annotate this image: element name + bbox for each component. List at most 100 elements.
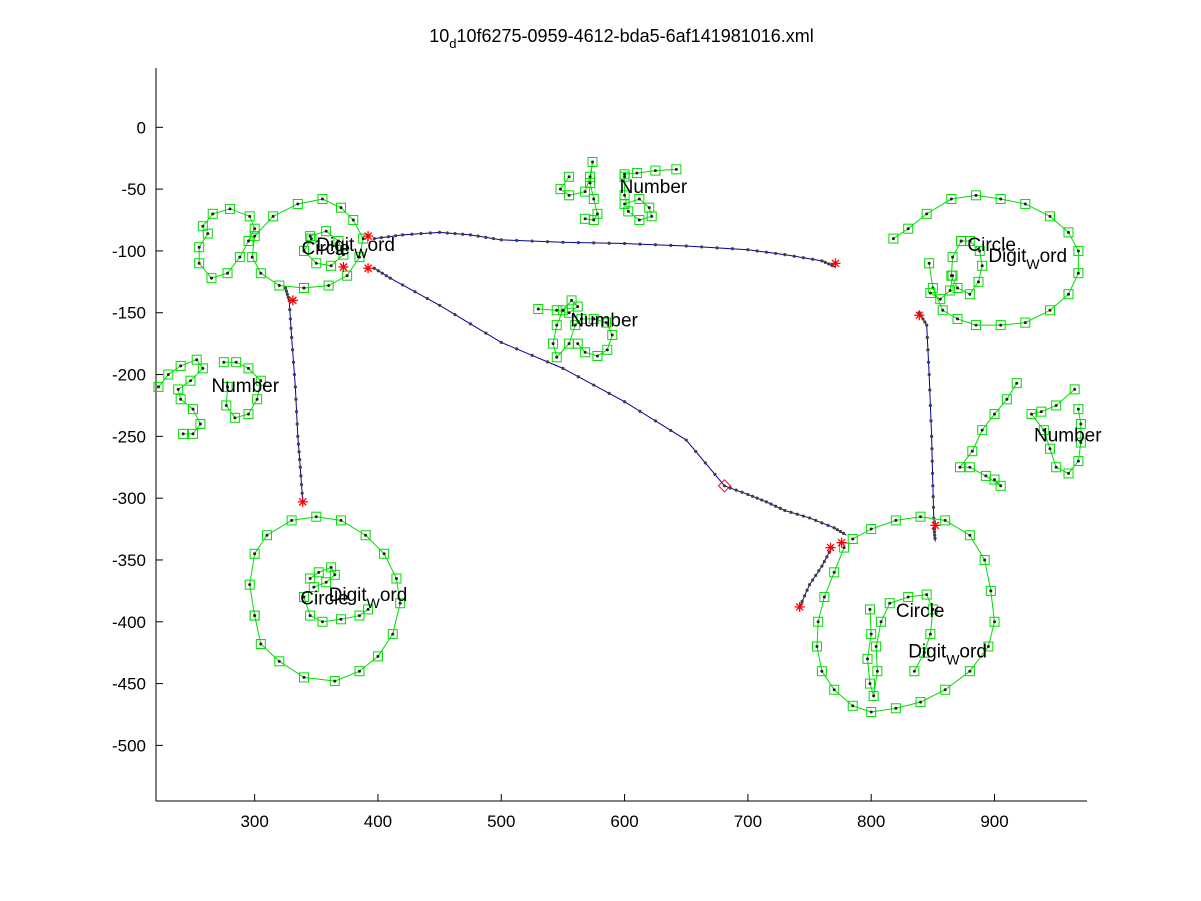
shape-point-dot	[206, 232, 210, 236]
shape-point-square	[551, 320, 562, 331]
shape-point-dot	[832, 688, 836, 692]
title-sub: d	[449, 36, 456, 51]
shape-point-dot	[906, 595, 910, 599]
connector-point	[823, 260, 827, 264]
shape-point-dot	[337, 239, 341, 243]
x-tick-label: 300	[240, 812, 268, 831]
shape-point-dot	[329, 565, 333, 569]
connector-point	[930, 471, 935, 476]
shape-stroke	[925, 270, 958, 305]
shape-point-dot	[314, 515, 318, 519]
shape-stroke	[218, 357, 266, 423]
corner-marker	[914, 310, 925, 321]
shape-point-square	[298, 672, 309, 683]
connector-point	[783, 253, 787, 257]
shape-stroke	[862, 589, 938, 701]
shape-point-dot	[927, 261, 931, 265]
shape-point-dot	[570, 298, 574, 302]
connector-point	[826, 523, 830, 527]
annotation-digitword-tr: DigitWord	[988, 246, 1067, 272]
shape-point-square	[395, 598, 406, 609]
connector-point	[930, 459, 934, 463]
shape-point-dot	[820, 669, 824, 673]
shape-point-dot	[324, 229, 328, 233]
shape-point-square	[819, 592, 830, 603]
connector-point	[294, 397, 298, 401]
connector-point	[386, 235, 391, 239]
shape-point-square	[964, 289, 975, 300]
shape-point-dot	[604, 321, 608, 325]
shape-point-dot	[1076, 407, 1080, 411]
shape-point-square	[321, 577, 332, 588]
annotation-digitword-bl: DigitWord	[329, 585, 408, 611]
shape-point-square	[206, 273, 217, 284]
shape-point-square	[952, 313, 963, 324]
shape-stroke	[1026, 384, 1086, 479]
shape-point-square	[326, 562, 337, 573]
shape-point-square	[175, 394, 186, 405]
shape-point-dot	[637, 218, 641, 222]
connector-point	[290, 348, 295, 352]
shape-point-square	[551, 352, 562, 363]
shape-point-square	[335, 515, 346, 526]
shape-point-dot	[623, 202, 627, 206]
title-rest: 10f6275-0959-4612-bda5-6af141981016.xml	[456, 26, 813, 46]
shape-point-square	[1063, 289, 1074, 300]
shape-point-dot	[1067, 292, 1071, 296]
shape-point-dot	[351, 218, 355, 222]
shape-point-dot	[1073, 387, 1077, 391]
shape-point-dot	[233, 416, 237, 420]
connector-point	[764, 500, 768, 504]
connector-point	[722, 484, 727, 488]
shape-point-square	[274, 656, 285, 667]
connector-point	[425, 296, 429, 301]
shape-point-dot	[866, 657, 870, 661]
annotation-number-left: Number	[211, 376, 279, 397]
shape-point-dot	[592, 317, 596, 321]
shape-point-square	[890, 703, 901, 714]
connector-point	[372, 236, 376, 241]
x-tick-label: 600	[610, 812, 638, 831]
shape-point-square	[973, 276, 984, 287]
shape-point-dot	[595, 354, 599, 358]
y-tick-label: -450	[112, 675, 146, 694]
shape-point-square	[1073, 245, 1084, 256]
shape-point-square	[977, 425, 988, 436]
shape-stroke	[244, 511, 406, 687]
annotation-number-right: Number	[1034, 425, 1102, 446]
shape-point-dot	[943, 518, 947, 522]
shape-point-square	[249, 223, 260, 234]
shape-point-dot	[1067, 230, 1071, 234]
shape-point-square	[634, 194, 645, 205]
shape-point-dot	[364, 533, 368, 537]
shape-point-dot	[198, 422, 202, 426]
shape-point-square	[194, 242, 205, 253]
shape-point-dot	[271, 214, 275, 218]
shape-point-dot	[339, 617, 343, 621]
shape-point-dot	[327, 284, 331, 288]
connector-point	[299, 474, 303, 478]
shape-point-square	[551, 305, 562, 316]
shape-point-square	[946, 194, 957, 205]
connector-point	[453, 232, 457, 236]
y-tick-label: -400	[112, 613, 146, 632]
shape-point-square	[866, 629, 877, 640]
y-tick-label: -50	[121, 180, 146, 199]
shape-point-square	[1045, 305, 1056, 316]
digitword-rest: ord	[380, 585, 407, 606]
shape-point-square	[391, 573, 402, 584]
connector-point	[740, 490, 744, 494]
connector-point	[515, 238, 519, 243]
shape-point-dot	[650, 214, 654, 218]
shape-point-dot	[253, 614, 257, 618]
shape-point-square	[1045, 211, 1056, 222]
shape-stroke	[811, 511, 1000, 718]
shape-point-dot	[253, 234, 257, 238]
shape-line	[624, 176, 653, 221]
shape-point-square	[872, 666, 883, 677]
shape-point-dot	[341, 253, 345, 257]
shape-point-square	[1069, 384, 1080, 395]
connector-point	[928, 388, 932, 392]
shape-point-square	[354, 252, 365, 263]
chart-title: 10d10f6275-0959-4612-bda5-6af141981016.x…	[429, 26, 814, 51]
